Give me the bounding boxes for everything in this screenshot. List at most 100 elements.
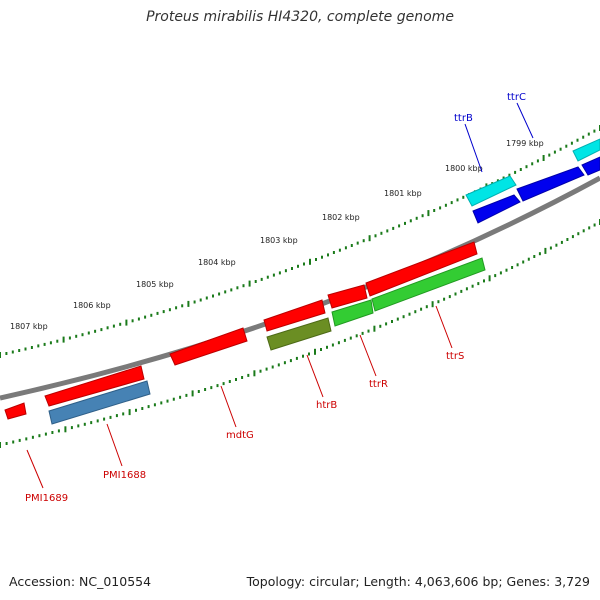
outer-tick [433,209,436,212]
outer-tick [260,277,263,281]
inner-tick [90,421,93,425]
inner-tick [571,235,574,239]
gene-label-ttrC[interactable]: ttrC [507,92,526,103]
inner-tick [505,268,508,272]
inner-tick [191,390,194,397]
inner-tick [499,271,502,275]
outer-tick [421,214,424,218]
outer-tick [218,292,221,296]
tick-label-1799: 1799 kbp [506,139,544,148]
outer-tick [248,280,251,287]
outer-tick [5,352,8,355]
genome-backbone [0,175,600,401]
outer-tick [439,206,442,210]
cds-ttrC[interactable] [572,138,600,162]
inner-tick [308,352,310,356]
outer-tick [321,255,323,259]
outer-tick [162,310,165,314]
callout-ttrR [359,334,377,377]
cds-blue-2[interactable] [516,166,585,202]
inner-tick [414,310,417,314]
inner-tick [477,282,480,286]
inner-tick [216,384,219,388]
gene-label-ttrB[interactable]: ttrB [454,113,473,124]
gene-labels: ttrC ttrB ttrS ttrR htrB mdtG PMI1688 PM… [25,92,526,504]
inner-tick [577,232,580,236]
outer-tick [368,235,371,242]
outer-tick [356,241,359,245]
outer-tick [362,239,365,243]
cds-htrB-red[interactable] [263,299,326,332]
inner-tick [153,403,156,407]
gene-label-mdtG[interactable]: mdtG [226,430,254,441]
outer-tick [68,336,71,340]
outer-tick [119,322,122,326]
inner-tick [425,305,428,309]
inner-tick [271,365,274,369]
outer-tick [559,147,562,151]
outer-tick [144,315,147,319]
outer-tick [542,155,545,161]
cds-ttrS-red[interactable] [365,241,478,297]
outer-tick [284,269,287,273]
inner-tick [420,307,423,311]
inner-tick [465,287,468,291]
outer-tick [193,300,196,304]
outer-tick [181,304,184,308]
inner-tick [18,438,21,442]
outer-tick [380,231,383,235]
outer-tick [576,138,579,142]
inner-tick [128,409,131,416]
feature-olive-htrB[interactable] [266,317,332,351]
inner-tick [172,397,175,401]
outer-tick [309,258,311,265]
gene-label-PMI1688[interactable]: PMI1688 [103,470,146,481]
outer-tick [106,326,109,330]
cds-PMI1688-red[interactable] [44,365,145,407]
outer-tick [49,341,52,345]
outer-tick [409,219,412,223]
outer-tick [137,317,140,321]
cds-PMI1689-red[interactable] [4,402,27,420]
inner-tick [265,367,268,371]
cds-mdtG-red[interactable] [169,327,248,366]
inner-tick [516,263,519,267]
cds-ttrA-blue[interactable] [472,194,521,224]
inner-tick [454,292,457,296]
inner-tick [402,315,405,319]
inner-tick [538,252,541,256]
outer-tick [587,132,590,136]
outer-tick [131,319,134,323]
gene-label-ttrR[interactable]: ttrR [369,379,388,390]
cds-blue-3[interactable] [581,156,600,176]
cds-ttrB[interactable] [465,175,517,207]
inner-tick [235,378,237,381]
outer-tick [291,267,293,270]
inner-tick [320,348,322,351]
outer-tick [187,300,190,307]
feature-green-ttrR[interactable] [331,299,374,327]
inner-tick [277,363,280,367]
inner-tick [122,412,125,416]
inner-tick [160,401,163,405]
outer-tick [338,248,341,252]
gene-label-ttrS[interactable]: ttrS [446,351,464,362]
cds-ttrR-red[interactable] [327,284,368,309]
outer-tick [112,324,115,328]
inner-tick [38,434,41,438]
gene-label-htrB[interactable]: htrB [316,400,337,411]
feature-steelblue-PMI1688[interactable] [48,380,151,425]
gene-label-PMI1689[interactable]: PMI1689 [25,493,68,504]
inner-tick [373,325,376,332]
inner-tick [560,240,563,244]
tick-label-1805: 1805 kbp [136,280,174,289]
feature-green-ttrS[interactable] [371,257,486,312]
outer-tick [531,162,534,166]
outer-tick [570,141,573,145]
inner-tick [247,373,250,377]
inner-tick [241,376,244,379]
tick-label-1803: 1803 kbp [260,236,298,245]
inner-tick [185,393,188,397]
outer-tick [374,234,377,238]
